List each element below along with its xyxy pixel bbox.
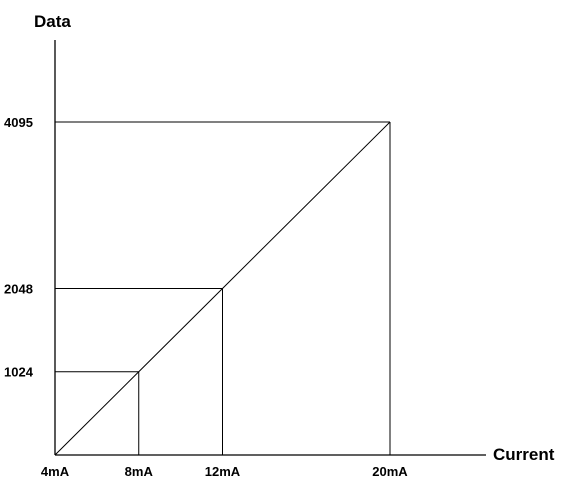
axes-group [54, 40, 486, 456]
x-tick-labels-group: 4mA 8mA 12mA 20mA [41, 464, 408, 479]
y-tick-label: 2048 [4, 281, 33, 296]
x-tick-label: 12mA [205, 464, 241, 479]
series-group [54, 121, 391, 456]
x-axis-title: Current [493, 445, 555, 464]
data-series-line [54, 121, 391, 456]
guide-lines-group [55, 121, 391, 455]
x-tick-label: 8mA [125, 464, 154, 479]
x-tick-label: 4mA [41, 464, 70, 479]
y-tick-label: 4095 [4, 115, 33, 130]
y-tick-label: 1024 [4, 365, 34, 380]
y-tick-labels-group: 1024 2048 4095 [4, 115, 34, 380]
y-axis-title: Data [34, 12, 71, 31]
x-tick-label: 20mA [372, 464, 408, 479]
